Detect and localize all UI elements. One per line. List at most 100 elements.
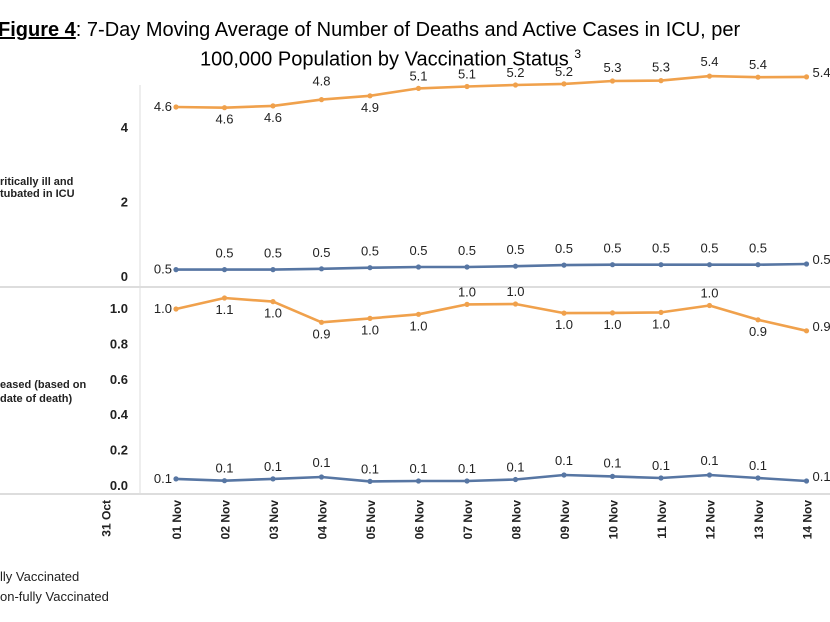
panel-label-line: ritically ill and — [0, 176, 73, 188]
y-tick-label: 0.4 — [110, 407, 129, 422]
y-tick-label: 2 — [121, 195, 128, 210]
data-point-orange — [318, 97, 325, 103]
data-point-blue — [512, 263, 519, 269]
series-line-blue — [175, 473, 807, 483]
data-point-orange — [706, 302, 713, 309]
series-line-orange — [175, 74, 807, 109]
data-point-blue — [706, 262, 713, 268]
series-line-orange — [175, 296, 807, 333]
data-point-orange — [318, 319, 325, 325]
data-point-blue — [561, 472, 567, 478]
data-point-blue — [415, 478, 422, 484]
data-point-orange — [270, 103, 276, 109]
data-label-orange: 1.0 — [652, 316, 670, 331]
data-point-blue — [173, 267, 179, 273]
data-point-blue — [318, 474, 325, 480]
data-label-blue: 0.1 — [555, 453, 573, 468]
data-point-orange — [609, 78, 616, 84]
title-line-2-text: 100,000 Population by Vaccination Status — [200, 48, 569, 71]
data-point-blue — [803, 478, 810, 484]
data-point-blue — [464, 264, 470, 270]
x-tick-label: 04 Nov — [316, 500, 330, 540]
data-label-orange: 1.0 — [458, 284, 476, 299]
data-point-orange — [367, 93, 373, 99]
data-label-blue: 0.5 — [603, 241, 621, 256]
x-tick-label: 01 Nov — [170, 500, 184, 540]
x-tick-label: 08 Nov — [510, 500, 524, 540]
data-label-orange: 5.2 — [555, 64, 573, 79]
data-point-blue — [561, 262, 567, 268]
data-point-blue — [755, 262, 761, 268]
x-tick-label: 10 Nov — [607, 500, 621, 540]
data-label-blue: 0.5 — [361, 244, 379, 259]
data-label-blue: 0.1 — [813, 469, 830, 484]
data-label-orange: 5.2 — [506, 65, 524, 80]
data-point-blue — [512, 476, 519, 483]
x-tick-label: 31 Oct — [100, 500, 114, 537]
data-point-orange — [270, 299, 276, 305]
data-label-orange: 0.9 — [312, 326, 330, 341]
data-label-blue: 0.5 — [458, 243, 476, 258]
data-label-blue: 0.1 — [506, 460, 524, 475]
data-label-blue: 0.5 — [749, 241, 767, 256]
data-label-orange: 5.3 — [603, 60, 621, 75]
series-line-blue — [176, 262, 807, 271]
data-point-orange — [464, 83, 470, 90]
data-label-orange: 4.9 — [361, 100, 379, 115]
data-point-orange — [173, 104, 179, 110]
data-label-orange: 4.6 — [215, 112, 233, 127]
data-point-orange — [658, 78, 664, 84]
x-tick-label: 12 Nov — [704, 500, 718, 540]
y-tick-label: 0.6 — [110, 372, 128, 387]
data-point-orange — [415, 311, 422, 317]
data-label-blue: 0.5 — [154, 262, 172, 277]
data-label-blue: 0.5 — [264, 246, 282, 261]
x-tick-label: 13 Nov — [752, 500, 766, 540]
x-tick-label: 09 Nov — [558, 500, 572, 540]
data-point-blue — [706, 472, 713, 478]
data-label-blue: 0.5 — [555, 241, 573, 256]
y-tick-label: 0.2 — [110, 443, 128, 458]
data-point-blue — [221, 478, 228, 484]
x-tick-label: 06 Nov — [413, 500, 427, 540]
x-tick-label: 02 Nov — [219, 500, 233, 540]
data-label-blue: 0.1 — [700, 453, 718, 468]
panel-label-line: tubated in ICU — [0, 188, 75, 200]
title-line-1-text: : 7-Day Moving Average of Number of Deat… — [75, 19, 741, 41]
data-label-orange: 1.0 — [603, 317, 621, 332]
figure-label: Figure 4 — [0, 19, 76, 41]
data-label-blue: 0.5 — [813, 252, 830, 267]
x-tick-label: 05 Nov — [364, 500, 378, 540]
data-point-blue — [367, 265, 373, 271]
data-label-blue: 0.5 — [409, 243, 427, 258]
data-point-blue — [367, 478, 373, 484]
data-point-orange — [221, 295, 228, 301]
data-point-orange — [561, 81, 567, 87]
data-point-blue — [415, 264, 422, 270]
data-point-blue — [755, 475, 761, 481]
data-point-orange — [803, 328, 810, 334]
data-point-blue — [270, 476, 276, 482]
data-label-orange: 4.6 — [264, 110, 282, 125]
title-footnote: 3 — [574, 47, 582, 61]
x-tick-label: 14 Nov — [801, 500, 815, 540]
data-label-orange: 5.4 — [813, 65, 830, 80]
y-tick-label: 1.0 — [110, 301, 128, 316]
data-point-orange — [803, 74, 810, 80]
data-label-orange: 0.9 — [813, 319, 830, 334]
data-label-orange: 1.0 — [555, 317, 573, 332]
data-point-blue — [803, 261, 810, 267]
data-point-orange — [367, 315, 373, 321]
panel-label-line: date of death) — [0, 393, 72, 405]
data-label-orange: 5.3 — [652, 60, 670, 75]
data-label-orange: 1.0 — [409, 318, 427, 333]
data-label-orange: 5.4 — [700, 54, 718, 69]
data-label-orange: 0.9 — [749, 324, 767, 339]
data-label-blue: 0.1 — [409, 461, 427, 476]
legend-non-fully-vaccinated: on-fully Vaccinated — [0, 589, 109, 604]
data-label-orange: 1.0 — [154, 301, 172, 316]
data-label-blue: 0.1 — [652, 458, 670, 473]
y-tick-label: 0.8 — [110, 336, 128, 351]
data-label-orange: 5.4 — [749, 57, 767, 72]
title-line-1: Figure 4: 7-Day Moving Average of Number… — [0, 18, 740, 42]
